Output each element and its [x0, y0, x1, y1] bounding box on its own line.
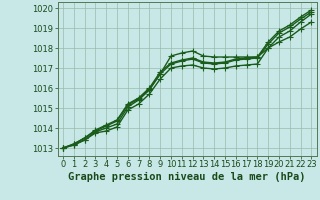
X-axis label: Graphe pression niveau de la mer (hPa): Graphe pression niveau de la mer (hPa) [68, 172, 306, 182]
